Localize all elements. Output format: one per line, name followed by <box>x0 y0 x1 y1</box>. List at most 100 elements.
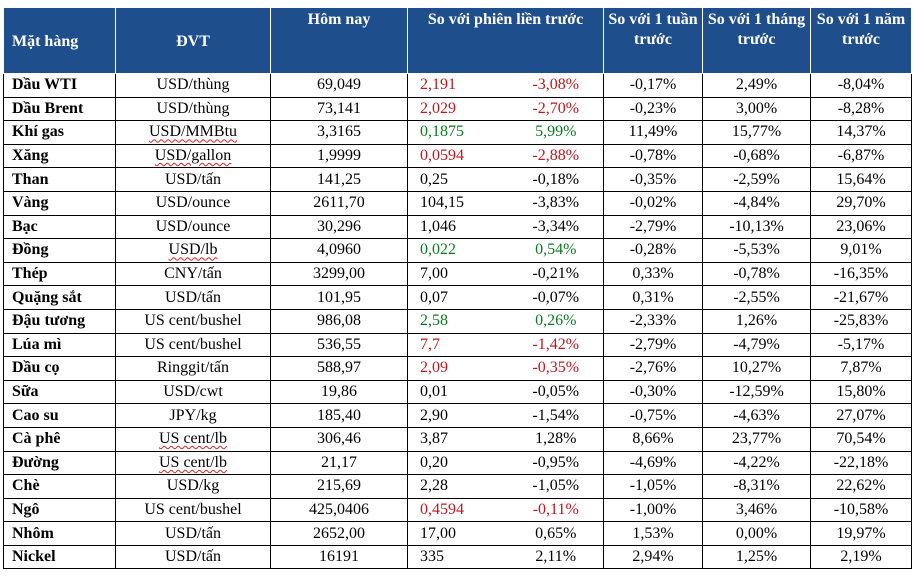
cell-vs-week: -1,05% <box>603 474 704 499</box>
cell-change: 0,25 <box>407 167 509 192</box>
cell-change-pct: -0,95% <box>508 450 605 476</box>
cell-vs-month: -4,22% <box>702 450 812 476</box>
cell-vs-month: -0,78% <box>702 261 812 287</box>
cell-vs-year: 2,19% <box>810 544 913 570</box>
cell-change-pct: -0,07% <box>508 285 605 310</box>
cell-item: Nhôm <box>3 521 116 546</box>
cell-today: 30,296 <box>270 214 408 240</box>
cell-vs-month: 1,26% <box>702 308 812 334</box>
cell-unit: USD/tấn <box>115 167 271 192</box>
cell-today: 19,86 <box>270 379 408 405</box>
cell-item: Ngô <box>3 497 116 523</box>
cell-vs-month: 15,77% <box>702 120 812 145</box>
cell-unit: Ringgit/tấn <box>115 356 271 381</box>
cell-vs-week: -0,30% <box>603 379 704 405</box>
cell-vs-year: 15,80% <box>810 379 913 405</box>
cell-change-pct: 0,65% <box>508 521 605 546</box>
cell-change-pct: 0,54% <box>508 238 605 263</box>
cell-vs-year: 7,87% <box>810 356 913 381</box>
cell-vs-week: 2,94% <box>603 544 704 570</box>
cell-change: 2,09 <box>407 356 509 381</box>
unit-text: USD/MMBtu <box>148 123 238 141</box>
cell-change: 0,0594 <box>407 143 509 169</box>
cell-change-pct: -3,83% <box>508 190 605 216</box>
cell-vs-month: -12,59% <box>702 379 812 405</box>
cell-item: Thép <box>3 261 116 287</box>
cell-vs-year: -6,87% <box>810 143 913 169</box>
cell-vs-week: 1,53% <box>603 521 704 546</box>
table-row: Ngô US cent/bushel 425,0406 0,4594 -0,11% -1,… <box>3 497 913 523</box>
table-row: Nickel USD/tấn 16191 335 2,11% 2,94% 1,25% 2,19… <box>3 544 913 570</box>
cell-change-pct: -0,18% <box>508 167 605 192</box>
cell-change: 3,87 <box>407 426 509 452</box>
cell-item: Đường <box>3 450 116 476</box>
cell-unit: USD/tấn <box>115 521 271 546</box>
cell-today: 16191 <box>270 544 408 570</box>
cell-today: 536,55 <box>270 332 408 358</box>
cell-vs-year: -22,18% <box>810 450 913 476</box>
cell-vs-month: -0,68% <box>702 143 812 169</box>
cell-vs-week: -0,02% <box>603 190 704 216</box>
cell-item: Đậu tương <box>3 308 116 334</box>
cell-change: 17,00 <box>407 521 509 546</box>
cell-change-pct: -1,54% <box>508 403 605 428</box>
table-row: Than USD/tấn 141,25 0,25 -0,18% -0,35% -2,59% 1… <box>3 167 913 192</box>
cell-change: 0,4594 <box>407 497 509 523</box>
cell-unit: USD/thùng <box>115 73 271 98</box>
cell-item: Bạc <box>3 214 116 240</box>
cell-item: Lúa mì <box>3 332 116 358</box>
cell-vs-year: 15,64% <box>810 167 913 192</box>
cell-unit: US cent/bushel <box>115 497 271 523</box>
cell-change: 7,7 <box>407 332 509 358</box>
cell-vs-year: -10,58% <box>810 497 913 523</box>
cell-change-pct: -2,88% <box>508 143 605 169</box>
cell-vs-week: -2,79% <box>603 214 704 240</box>
cell-vs-year: -8,28% <box>810 96 913 122</box>
table-row: Dầu Brent USD/thùng 73,141 2,029 -2,70% -0,23… <box>3 96 913 122</box>
cell-vs-week: -0,78% <box>603 143 704 169</box>
cell-change: 2,029 <box>407 96 509 122</box>
cell-vs-week: -0,75% <box>603 403 704 428</box>
cell-change: 7,00 <box>407 261 509 287</box>
unit-text: US cent/lb <box>159 430 227 448</box>
cell-unit: USD/MMBtu <box>115 120 271 145</box>
cell-unit: USD/cwt <box>115 379 271 405</box>
cell-today: 69,049 <box>270 73 408 98</box>
cell-change: 335 <box>407 544 509 570</box>
header-unit: ĐVT <box>115 7 271 74</box>
cell-vs-week: 11,49% <box>603 120 704 145</box>
table-row: Cà phê US cent/lb 306,46 3,87 1,28% 8,66% 23,7… <box>3 426 913 452</box>
table-row: Khí gas USD/MMBtu 3,3165 0,1875 5,99% 11,49% 1… <box>3 120 913 145</box>
header-vs-week: So với 1 tuần trước <box>603 7 704 74</box>
table-row: Lúa mì US cent/bushel 536,55 7,7 -1,42% -2,79… <box>3 332 913 358</box>
unit-text: USD/gallon <box>154 147 232 165</box>
cell-today: 306,46 <box>270 426 408 452</box>
cell-unit: USD/tấn <box>115 285 271 310</box>
cell-change-pct: -1,42% <box>508 332 605 358</box>
cell-vs-month: -4,79% <box>702 332 812 358</box>
cell-item: Vàng <box>3 190 116 216</box>
cell-change-pct: 1,28% <box>508 426 605 452</box>
cell-vs-month: 23,77% <box>702 426 812 452</box>
cell-vs-month: -2,59% <box>702 167 812 192</box>
cell-today: 588,97 <box>270 356 408 381</box>
cell-vs-week: -1,00% <box>603 497 704 523</box>
cell-vs-week: -2,76% <box>603 356 704 381</box>
unit-text: US cent/lb <box>159 453 227 471</box>
cell-today: 1,9999 <box>270 143 408 169</box>
cell-change-pct: -3,34% <box>508 214 605 240</box>
cell-vs-week: -0,35% <box>603 167 704 192</box>
cell-today: 73,141 <box>270 96 408 122</box>
cell-vs-year: 14,37% <box>810 120 913 145</box>
cell-item: Cao su <box>3 403 116 428</box>
cell-today: 986,08 <box>270 308 408 334</box>
cell-vs-week: -2,33% <box>603 308 704 334</box>
table-row: Nhôm USD/tấn 2652,00 17,00 0,65% 1,53% 0,00% 19… <box>3 521 913 546</box>
cell-change: 1,046 <box>407 214 509 240</box>
cell-today: 3299,00 <box>270 261 408 287</box>
cell-change: 2,58 <box>407 308 509 334</box>
cell-today: 185,40 <box>270 403 408 428</box>
header-vs-prev: So với phiên liền trước <box>406 7 605 74</box>
cell-unit: USD/kg <box>115 474 271 499</box>
cell-unit: USD/lb <box>115 238 271 263</box>
